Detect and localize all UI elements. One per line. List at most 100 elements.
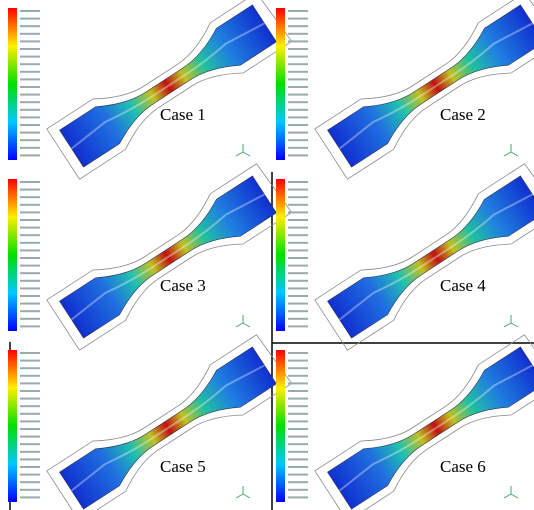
color-bar [8, 350, 17, 502]
case-panel: Case 1 [8, 0, 292, 179]
color-bar-tick-text [288, 211, 308, 213]
color-bar-tick-text [288, 382, 308, 384]
color-bar-tick-text [20, 10, 40, 12]
color-bar-tick-text [20, 94, 40, 96]
color-bar-tick-text [20, 196, 40, 198]
color-bar-tick-text [20, 249, 40, 251]
color-bar-tick-text [20, 147, 40, 149]
color-bar [276, 8, 285, 160]
color-bar [8, 179, 17, 331]
color-bar-tick-text [20, 265, 40, 267]
color-bar-tick-text [20, 154, 40, 156]
color-bar-tick-text [288, 367, 308, 369]
specimen-body [328, 347, 534, 509]
triad-axis [236, 323, 243, 327]
color-bar-tick-text [20, 139, 40, 141]
color-bar-tick-text [20, 390, 40, 392]
color-bar-tick-text [20, 189, 40, 191]
color-bar-tick-text [20, 325, 40, 327]
case-panel: Case 6 [276, 333, 534, 510]
color-bar-tick-text [20, 398, 40, 400]
color-bar-tick-text [288, 265, 308, 267]
color-bar-tick-text [288, 189, 308, 191]
axis-triad [504, 144, 518, 156]
color-bar-tick-text [288, 272, 308, 274]
color-bar-tick-text [288, 94, 308, 96]
color-bar-tick-text [288, 496, 308, 498]
color-bar-tick-text [288, 33, 308, 35]
color-bar-tick-text [20, 481, 40, 483]
color-bar-tick-text [20, 48, 40, 50]
color-bar-tick-text [288, 303, 308, 305]
color-bar-tick-text [288, 18, 308, 20]
color-bar-tick-text [20, 101, 40, 103]
color-bar-tick-text [20, 360, 40, 362]
triad-axis [243, 323, 250, 327]
color-bar-tick-text [288, 139, 308, 141]
color-bar-tick-text [288, 295, 308, 297]
color-bar-tick-text [20, 287, 40, 289]
axis-triad [504, 486, 518, 498]
color-bar-tick-text [20, 303, 40, 305]
color-bar-tick-text [20, 18, 40, 20]
color-bar-tick-text [288, 204, 308, 206]
color-bar-tick-text [288, 352, 308, 354]
color-bar-tick-text [20, 466, 40, 468]
color-bar-tick-text [20, 40, 40, 42]
specimen [315, 0, 534, 179]
color-bar-tick-text [288, 413, 308, 415]
case-label: Case 3 [160, 276, 206, 295]
color-bar-tick-text [288, 10, 308, 12]
color-bar-tick-text [20, 318, 40, 320]
color-bar-tick-text [288, 428, 308, 430]
color-bar-tick-text [20, 413, 40, 415]
triad-axis [511, 494, 518, 498]
color-bar-tick-text [288, 280, 308, 282]
color-bar-tick-text [20, 310, 40, 312]
color-bar-tick-text [288, 109, 308, 111]
page: {"panels": [ {"label": "Case 1"}, {"labe… [0, 0, 534, 510]
color-bar-tick-text [288, 219, 308, 221]
color-bar-tick-text [288, 375, 308, 377]
color-bar-tick-text [20, 474, 40, 476]
color-bar-tick-text [288, 25, 308, 27]
color-bar-tick-text [288, 489, 308, 491]
color-bar-tick-text [20, 71, 40, 73]
specimen [47, 333, 292, 510]
color-bar-tick-text [288, 325, 308, 327]
color-bar-tick-text [288, 63, 308, 65]
color-bar-tick-text [288, 420, 308, 422]
case-panel: Case 2 [276, 0, 534, 179]
color-bar-tick-text [20, 219, 40, 221]
specimen [315, 333, 534, 510]
color-bar-tick-text [288, 436, 308, 438]
color-bar-tick-text [288, 458, 308, 460]
case-panel: Case 3 [8, 162, 292, 350]
color-bar-tick-text [20, 204, 40, 206]
specimen [47, 0, 292, 179]
color-bar-tick-text [20, 124, 40, 126]
case-label: Case 1 [160, 105, 206, 124]
color-bar-tick-text [288, 78, 308, 80]
color-bar-tick-text [288, 132, 308, 134]
color-bar-tick-text [288, 249, 308, 251]
color-bar-tick-text [20, 211, 40, 213]
color-bar-tick-text [20, 78, 40, 80]
color-bar-tick-text [288, 56, 308, 58]
color-bar-tick-text [288, 318, 308, 320]
color-bar-tick-text [288, 86, 308, 88]
color-bar-tick-text [20, 56, 40, 58]
specimen-body [328, 5, 534, 167]
color-bar-tick-text [20, 132, 40, 134]
color-bar-tick-text [288, 40, 308, 42]
color-bar-tick-text [288, 196, 308, 198]
color-bar-tick-text [20, 86, 40, 88]
color-bar-tick-text [20, 234, 40, 236]
specimen-body [328, 176, 534, 338]
color-bar-tick-text [20, 109, 40, 111]
color-bar-tick-text [288, 101, 308, 103]
color-bar [276, 350, 285, 502]
color-bar-tick-text [20, 405, 40, 407]
color-bar-tick-text [288, 405, 308, 407]
triad-axis [511, 152, 518, 156]
